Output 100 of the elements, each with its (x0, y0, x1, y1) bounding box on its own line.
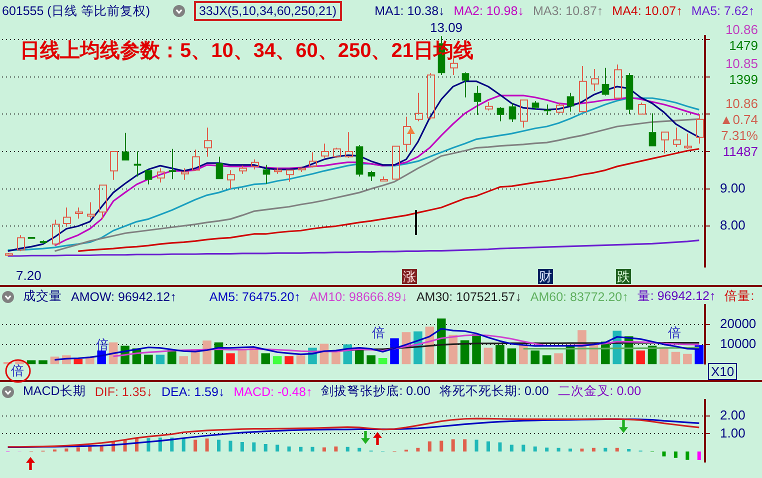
candlestick (496, 108, 504, 122)
text: X10 (708, 363, 738, 380)
text: AM10: 98666.89↓ (309, 290, 408, 304)
bar (182, 438, 186, 452)
annotation: 倍 (11, 363, 24, 378)
bar (556, 448, 560, 452)
bar (228, 440, 232, 452)
text: 倍量: (724, 288, 754, 305)
candlestick (648, 112, 656, 146)
text: 7.20 (16, 268, 42, 283)
bar (568, 448, 572, 452)
text: 二次金叉: 0.00 (558, 383, 642, 400)
bar (85, 357, 94, 364)
candlestick (626, 72, 634, 115)
bar (507, 348, 516, 364)
bar (88, 446, 92, 452)
bar (660, 348, 668, 364)
text: 7.31% (721, 128, 758, 143)
text: MACD长期 (23, 383, 86, 400)
text: 13.09 (430, 20, 463, 35)
bar (463, 439, 467, 452)
text: 量: 96942.12↑ (637, 288, 716, 305)
candlestick (696, 114, 704, 144)
candlestick (110, 151, 118, 180)
bar (440, 440, 444, 452)
candlestick (684, 133, 692, 150)
candlestick (566, 92, 574, 112)
bar (346, 446, 350, 452)
text: 1479 (729, 38, 758, 53)
y-tick-label: 20000 (720, 316, 756, 332)
text: AM60: 83772.20↑ (530, 290, 628, 304)
bar (615, 448, 619, 452)
text: 11487 (722, 144, 758, 159)
candlestick (40, 241, 48, 245)
candlestick (168, 148, 176, 180)
candlestick (192, 149, 200, 171)
candlestick (345, 132, 353, 158)
annotation: 倍 (668, 325, 681, 340)
text: 1399 (729, 72, 758, 87)
bar (683, 354, 692, 364)
candlestick (474, 85, 482, 116)
bar (252, 442, 256, 452)
bar (194, 440, 198, 452)
bar (545, 448, 549, 452)
bar (74, 358, 83, 364)
text: 10.86 (725, 22, 758, 37)
text: 剑拔弩张抄底: 0.00 (321, 383, 430, 400)
bar (542, 355, 552, 364)
bar (636, 350, 645, 364)
candlestick (87, 202, 95, 220)
text: 成交量 (23, 288, 62, 305)
y-tick-label: 10000 (720, 336, 756, 351)
bar (205, 438, 209, 452)
bar (226, 353, 235, 364)
bar (76, 447, 80, 452)
annotation: 倍 (96, 337, 109, 352)
bar (64, 448, 68, 452)
candlestick (227, 170, 235, 190)
bar (238, 350, 247, 364)
bar (533, 446, 537, 452)
text: 财 (538, 269, 553, 284)
bar (484, 348, 493, 364)
candlestick (415, 92, 423, 122)
candlestick (239, 165, 247, 174)
y-tick-label: 9.00 (720, 180, 746, 196)
bar (694, 344, 704, 364)
bar (428, 441, 432, 452)
bar (296, 355, 306, 364)
bar (261, 353, 270, 364)
bar (498, 442, 502, 452)
text: ▲0.74 (720, 112, 758, 127)
candlestick (216, 156, 224, 180)
bar (580, 448, 584, 452)
bar (390, 338, 399, 364)
bar (686, 452, 690, 460)
bar (530, 350, 540, 364)
bar (179, 356, 188, 364)
bar (674, 452, 678, 458)
bar (358, 448, 362, 452)
candlestick (579, 66, 587, 112)
bar (604, 448, 608, 452)
bar (510, 444, 514, 452)
text: DIF: 1.35↓ (94, 384, 152, 398)
candlestick (532, 100, 540, 110)
text: 10.85 (725, 56, 758, 71)
candlestick (204, 127, 212, 158)
bar (697, 452, 701, 460)
bar (460, 340, 470, 364)
bar (486, 441, 490, 452)
text: 跌 (616, 269, 631, 284)
bar (299, 446, 303, 452)
bar (671, 352, 680, 364)
text: AM5: 76475.20↑ (209, 290, 300, 304)
bar (378, 358, 388, 364)
text: 10.86 (725, 96, 758, 111)
bar (240, 442, 244, 452)
text: MA3: 10.87↑ (532, 4, 604, 18)
text: MA5: 7.62↑ (691, 4, 755, 18)
bar (156, 354, 165, 364)
candlestick (181, 168, 189, 180)
